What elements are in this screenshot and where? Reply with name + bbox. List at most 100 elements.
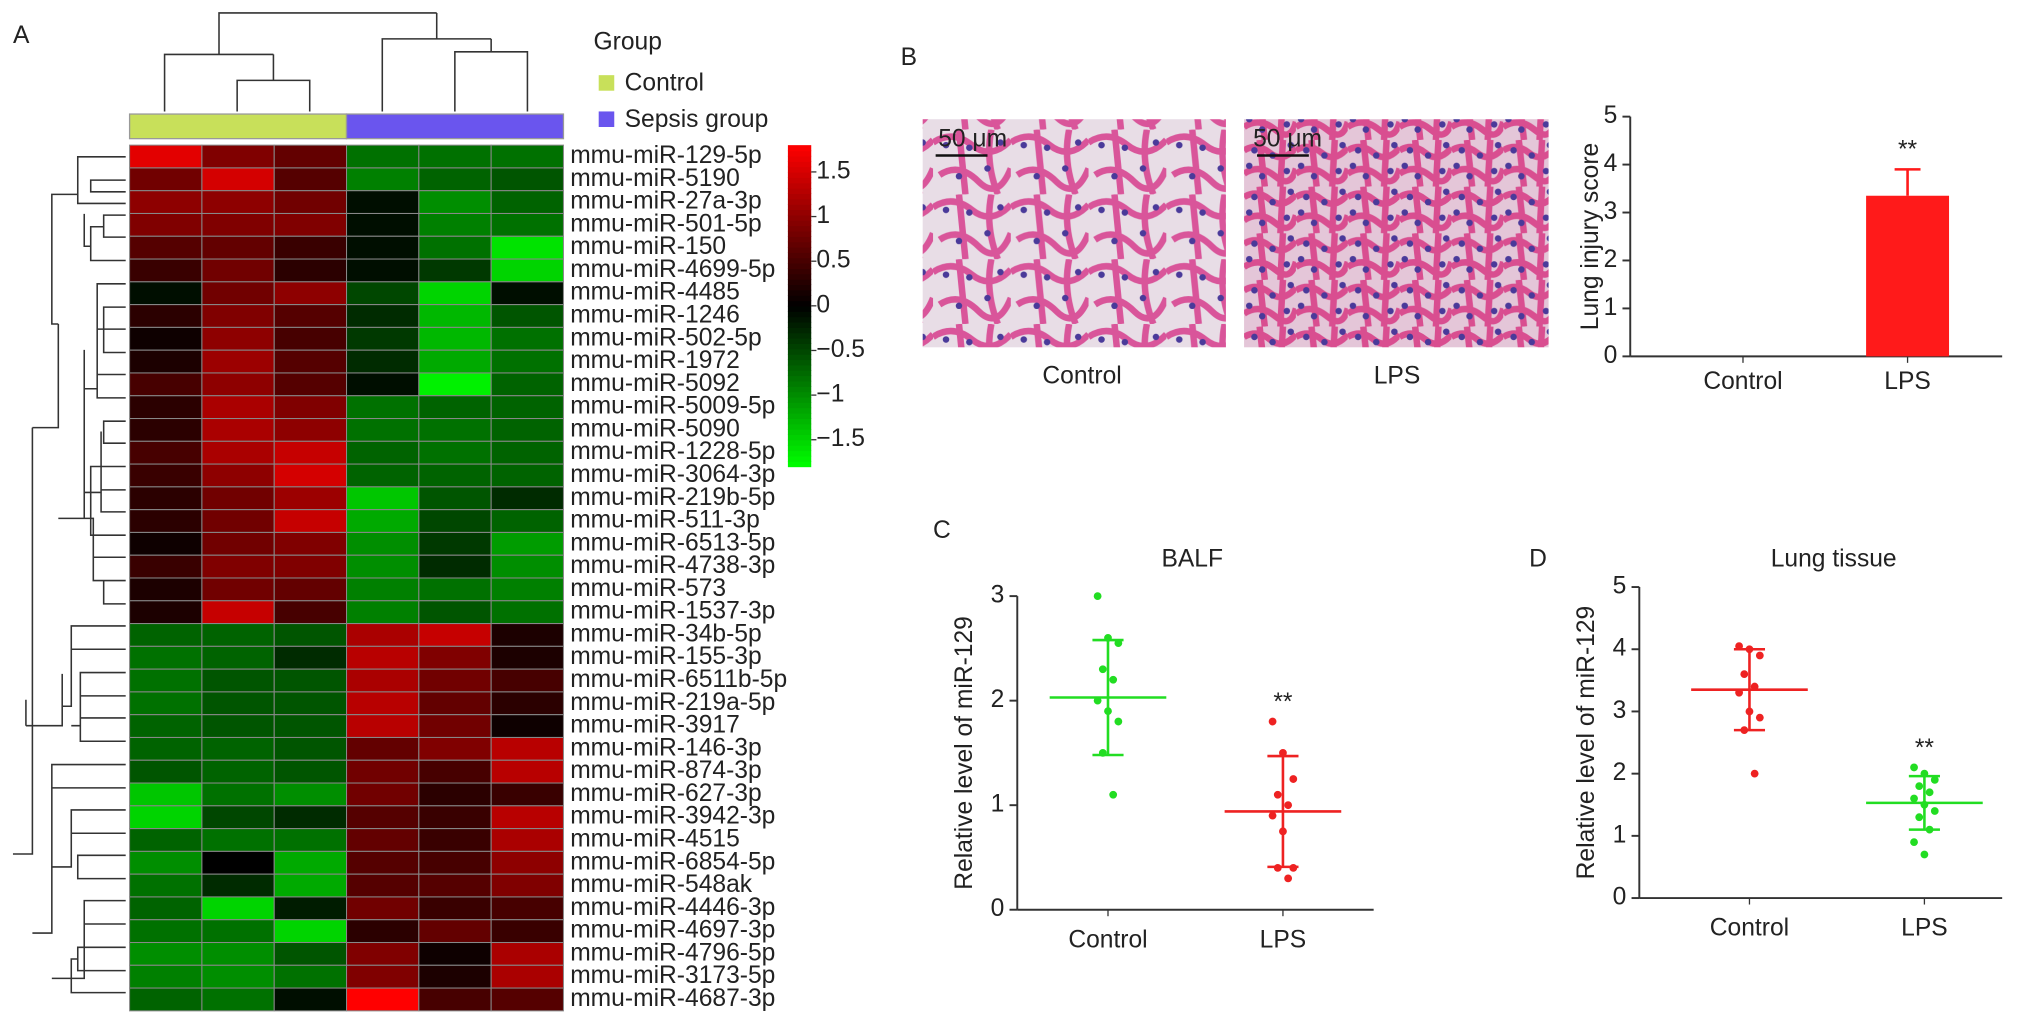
row-label: mmu-miR-548ak — [570, 871, 753, 898]
heat-cell — [490, 850, 564, 875]
colorbar-step — [787, 145, 812, 152]
data-point — [1755, 713, 1764, 722]
y-tick-label: 0 — [1604, 342, 1618, 369]
heat-cell — [418, 486, 492, 511]
data-point — [1268, 717, 1277, 726]
row-label: mmu-miR-502-5p — [570, 324, 761, 351]
heat-cell — [201, 212, 275, 237]
heat-cell — [129, 463, 203, 488]
colorbar-step — [787, 316, 812, 323]
heat-cell — [418, 326, 492, 351]
heat-cell — [346, 987, 420, 1012]
heat-cell — [346, 850, 420, 875]
heat-cell — [129, 395, 203, 420]
heat-cell — [490, 326, 564, 351]
heat-cell — [273, 577, 348, 602]
heat-cell — [418, 896, 492, 921]
colorbar-label: −0.5 — [816, 336, 865, 363]
heat-cell — [346, 964, 420, 989]
heat-cell — [418, 964, 492, 989]
heat-cell — [418, 873, 492, 898]
colorbar-step — [787, 284, 812, 291]
heat-cell — [129, 805, 203, 830]
heat-cell — [418, 828, 492, 852]
heat-cell — [273, 714, 348, 738]
heat-cell — [418, 304, 492, 328]
row-label: mmu-miR-146-3p — [570, 734, 761, 761]
y-axis-label: Lung injury score — [1577, 143, 1604, 330]
data-point — [1915, 813, 1924, 822]
column-dendrogram — [163, 12, 529, 112]
heat-cell — [273, 509, 348, 533]
heat-cell — [201, 326, 275, 351]
colorbar-step — [787, 150, 812, 157]
colorbar-step — [787, 225, 812, 232]
y-tick-label: 0 — [1613, 884, 1627, 911]
heat-cell — [201, 714, 275, 738]
heat-cell — [201, 828, 275, 852]
colorbar-step — [787, 348, 812, 355]
x-tick-label: Control — [1710, 915, 1789, 942]
heat-cell — [346, 440, 420, 465]
heat-cell — [201, 759, 275, 784]
heat-cell — [418, 349, 492, 374]
heat-cell — [201, 304, 275, 328]
legend-label: Control — [625, 70, 704, 97]
row-label: mmu-miR-573 — [570, 575, 726, 602]
row-label: mmu-miR-1228-5p — [570, 438, 775, 465]
heat-cell — [273, 440, 348, 465]
heat-cell — [129, 736, 203, 761]
heat-cell — [346, 281, 420, 306]
colorbar-label: 1.5 — [816, 157, 850, 184]
heat-cell — [490, 691, 564, 716]
heat-cell — [418, 395, 492, 420]
heat-cell — [273, 782, 348, 807]
heat-cell — [201, 554, 275, 579]
panel-label: B — [901, 44, 917, 71]
colorbar-step — [787, 311, 812, 318]
heat-cell — [490, 736, 564, 761]
heat-cell — [129, 372, 203, 397]
heat-cell — [346, 736, 420, 761]
heat-cell — [273, 600, 348, 625]
colorbar-step — [787, 204, 812, 211]
data-point — [1289, 775, 1298, 783]
data-point — [1273, 790, 1282, 799]
heat-cell — [273, 919, 348, 944]
row-label: mmu-miR-6513-5p — [570, 529, 775, 556]
heat-cell — [490, 486, 564, 511]
row-dendrogram — [12, 156, 126, 994]
heat-cell — [490, 782, 564, 807]
colorbar-step — [787, 321, 812, 328]
heat-cell — [201, 281, 275, 306]
heat-cell — [273, 987, 348, 1012]
heat-cell — [490, 919, 564, 944]
row-label: mmu-miR-5090 — [570, 415, 740, 442]
panel-label: D — [1529, 545, 1547, 572]
heat-cell — [490, 509, 564, 533]
heat-cell — [129, 486, 203, 511]
heat-cell — [490, 349, 564, 374]
colorbar-step — [787, 370, 812, 377]
histology-lps — [1244, 119, 1549, 348]
heat-cell — [129, 850, 203, 875]
heat-cell — [418, 987, 492, 1012]
heat-cell — [201, 463, 275, 488]
heat-cell — [129, 577, 203, 602]
heat-cell — [418, 805, 492, 830]
heat-cell — [418, 623, 492, 647]
heat-cell — [273, 805, 348, 830]
data-point — [1920, 850, 1929, 859]
heat-cell — [490, 714, 564, 738]
heat-cell — [273, 190, 348, 215]
heat-cell — [129, 623, 203, 647]
row-label: mmu-miR-1537-3p — [570, 598, 775, 625]
data-point — [1268, 811, 1277, 820]
heat-cell — [490, 440, 564, 465]
heat-cell — [129, 714, 203, 738]
row-label: mmu-miR-5190 — [570, 165, 740, 192]
heat-cell — [129, 235, 203, 260]
heat-cell — [129, 531, 203, 556]
heat-cell — [201, 600, 275, 625]
colorbar-step — [787, 252, 812, 259]
